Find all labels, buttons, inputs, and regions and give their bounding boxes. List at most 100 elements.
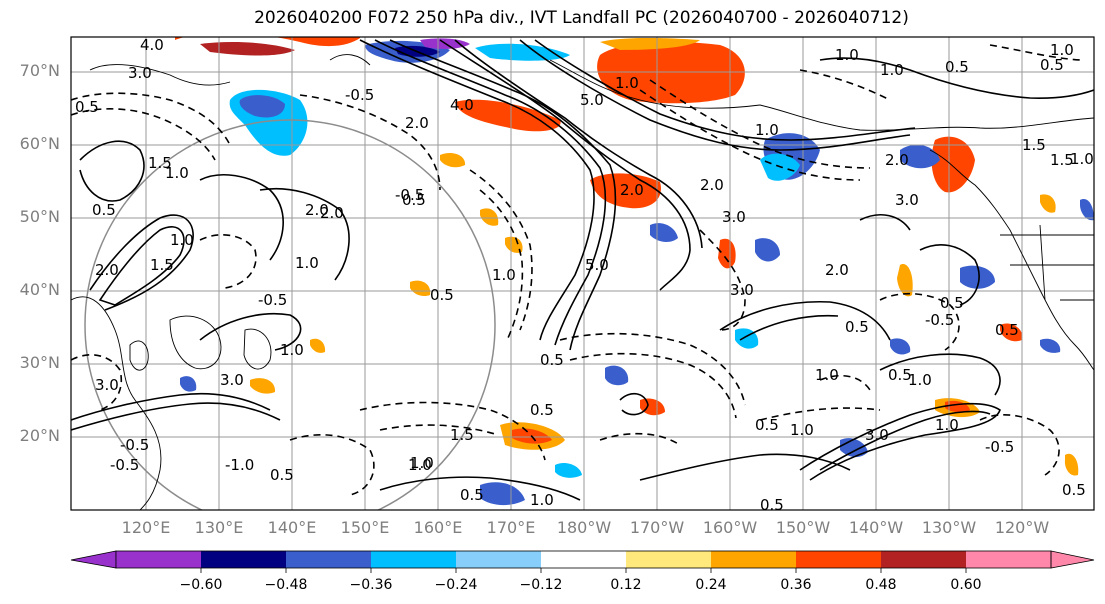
shade-patch <box>239 95 285 118</box>
colorbar <box>70 550 1095 573</box>
contour-label: -0.5 <box>395 186 424 204</box>
contour-label: 1.0 <box>1070 150 1094 168</box>
shade-patch <box>310 338 326 353</box>
colorbar-segment <box>966 551 1051 568</box>
contour-label: 0.5 <box>530 401 554 419</box>
shade-patch <box>180 376 197 392</box>
colorbar-segment <box>711 551 796 568</box>
contour-label: 3.0 <box>730 281 754 299</box>
lon-label: 130°W <box>921 518 977 537</box>
shade-patch <box>250 378 276 394</box>
contour-label: 1.0 <box>935 416 959 434</box>
shade-patch <box>1040 338 1061 353</box>
colorbar-tick-label: −0.24 <box>434 577 478 593</box>
colorbar-ticks <box>200 568 967 573</box>
colorbar-tick-label: 0.12 <box>610 577 642 593</box>
divergence-negative-contours <box>71 44 1081 496</box>
colorbar-tick-label: −0.60 <box>179 577 223 593</box>
shade-patch <box>900 144 940 169</box>
shade-patch <box>640 398 665 416</box>
colorbar-segment <box>456 551 541 568</box>
contour-label: -0.5 <box>110 456 139 474</box>
shade-patch <box>1064 453 1079 476</box>
shade-patch <box>960 265 995 289</box>
contour-label: 1.0 <box>295 254 319 272</box>
contour-label: 3.0 <box>128 64 152 82</box>
lat-label-50n: 50°N <box>19 207 60 226</box>
coastlines <box>71 54 1094 510</box>
colorbar-segment <box>286 551 371 568</box>
shade-patch <box>600 37 700 50</box>
contour-label: 2.0 <box>320 204 344 222</box>
contour-label: 0.5 <box>75 98 99 116</box>
contour-label: 2.0 <box>885 151 909 169</box>
contour-label: 1.0 <box>615 74 639 92</box>
contour-label: 0.5 <box>460 486 484 504</box>
contour-label: 4.0 <box>140 36 164 54</box>
contour-label: 2.0 <box>405 114 429 132</box>
contour-label: 2.0 <box>700 176 724 194</box>
contour-label: -0.5 <box>925 311 954 329</box>
contour-label: 5.0 <box>580 91 604 109</box>
shade-patch <box>505 236 523 253</box>
colorbar-segment <box>371 551 456 568</box>
contour-labels: 4.0 3.0 0.5 1.0 2.0 0.5 3.0 1.0 4.0 2.0 … <box>75 36 1094 514</box>
colorbar-tick-label: 0.24 <box>695 577 727 593</box>
contour-label: 0.5 <box>888 366 912 384</box>
lat-label-30n: 30°N <box>19 353 60 372</box>
contour-label: -0.5 <box>258 291 287 309</box>
shade-patch <box>931 136 975 193</box>
contour-label: 3.0 <box>722 208 746 226</box>
contour-label: 1.0 <box>170 231 194 249</box>
lon-label: 140°E <box>267 518 317 537</box>
contour-label: 0.5 <box>940 294 964 312</box>
shade-patch <box>1040 194 1056 213</box>
contour-label: 1.5 <box>450 426 474 444</box>
colorbar-segment <box>881 551 966 568</box>
colorbar-extend-low <box>70 550 117 569</box>
contour-label: -0.5 <box>120 436 149 454</box>
colorbar-segment <box>796 551 881 568</box>
shade-patch <box>455 99 561 132</box>
shade-patch <box>755 238 780 262</box>
shade-patch <box>200 42 295 56</box>
contour-label: 1.0 <box>530 491 554 509</box>
lat-label-40n: 40°N <box>19 280 60 299</box>
contour-label: 0.5 <box>760 496 784 514</box>
lat-label-60n: 60°N <box>19 134 60 153</box>
contour-label: 1.0 <box>835 46 859 64</box>
contour-label: 1.0 <box>1050 41 1074 59</box>
shade-patch <box>480 208 499 226</box>
contour-label: 0.5 <box>540 351 564 369</box>
contour-label: 2.0 <box>620 181 644 199</box>
shade-patch <box>718 238 736 269</box>
colorbar-tick-label: −0.36 <box>349 577 393 593</box>
contour-label: 1.0 <box>755 121 779 139</box>
contour-label: 1.5 <box>1022 136 1046 154</box>
colorbar-segment <box>626 551 711 568</box>
lat-label-70n: 70°N <box>19 61 60 80</box>
colorbar-tick-label: −0.48 <box>264 577 308 593</box>
shade-patch <box>890 338 911 355</box>
colorbar-segment <box>116 551 201 568</box>
contour-label: 0.5 <box>92 201 116 219</box>
shade-patch <box>597 42 745 104</box>
contour-label: 1.0 <box>880 61 904 79</box>
contour-label: 3.0 <box>95 376 119 394</box>
lon-label: 170°W <box>629 518 685 537</box>
shade-patch <box>897 264 913 297</box>
contour-label: 0.5 <box>270 466 294 484</box>
map-plot-area: 4.0 3.0 0.5 1.0 2.0 0.5 3.0 1.0 4.0 2.0 … <box>71 36 1094 514</box>
colorbar-tick-label: −0.12 <box>519 577 563 593</box>
contour-label: 0.5 <box>430 286 454 304</box>
colorbar-segment <box>201 551 286 568</box>
contour-label: 4.0 <box>450 96 474 114</box>
lon-label: 120°E <box>121 518 171 537</box>
contour-label: 1.0 <box>790 421 814 439</box>
contour-label: 0.5 <box>995 321 1019 339</box>
contour-label: 0.5 <box>1040 56 1064 74</box>
contour-label: 0.5 <box>845 318 869 336</box>
colorbar-extend-high <box>1050 550 1095 569</box>
colorbar-tick-label: 0.60 <box>950 577 982 593</box>
